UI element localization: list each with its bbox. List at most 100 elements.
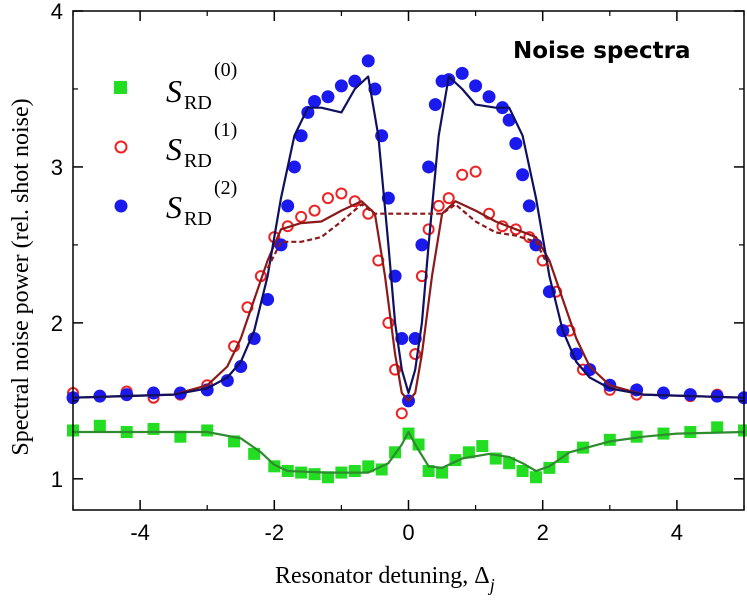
x-axis-title-sub: j: [488, 575, 495, 595]
data-point: [476, 440, 489, 453]
legend-entry-s2: S RD (2): [114, 177, 237, 230]
legend-s1-sup: (1): [214, 119, 237, 141]
data-point: [234, 360, 248, 374]
legend-marker-square: [114, 81, 127, 94]
y-axis-title: Spectral noise power (rel. shot noise): [8, 98, 34, 455]
y-tick-label: 4: [51, 0, 63, 24]
data-point: [509, 137, 523, 151]
data-point: [656, 386, 670, 400]
data-point: [529, 471, 542, 484]
data-point: [738, 424, 747, 437]
x-axis-label: Resonator detuning, Δj: [275, 563, 495, 595]
data-point: [147, 386, 161, 400]
data-point: [509, 223, 522, 236]
data-point: [389, 363, 402, 376]
data-point: [469, 165, 482, 178]
series-0-points: [67, 419, 747, 484]
data-point: [375, 463, 388, 476]
legend-s1-main: S: [166, 131, 182, 167]
data-point: [174, 430, 187, 443]
data-point: [683, 388, 697, 402]
data-point: [321, 90, 335, 104]
data-point: [516, 465, 529, 478]
data-point: [308, 204, 321, 217]
data-point: [362, 460, 375, 473]
fit-curve-0: [73, 430, 745, 474]
data-point: [321, 471, 334, 484]
data-point: [308, 94, 322, 108]
data-point: [409, 348, 422, 361]
legend-s2-sup: (2): [214, 177, 237, 199]
data-point: [348, 465, 361, 478]
chart-title: Noise spectra: [513, 38, 690, 64]
fit-curves: [72, 75, 745, 474]
data-point: [220, 374, 234, 388]
data-point: [456, 168, 469, 181]
data-point: [247, 331, 261, 345]
legend-marker-filled-circle: [114, 199, 128, 213]
data-point: [428, 98, 442, 112]
data-point: [684, 426, 697, 439]
data-point: [522, 199, 536, 213]
data-point: [469, 79, 483, 93]
x-tick-label: -2: [265, 520, 285, 545]
data-point: [395, 407, 408, 420]
data-point: [657, 427, 670, 440]
x-tick-label: 2: [537, 520, 549, 545]
legend-s2-sub: RD: [184, 208, 212, 230]
data-point: [422, 465, 435, 478]
data-point: [436, 466, 449, 479]
data-point: [432, 199, 445, 212]
data-point: [503, 457, 516, 470]
y-tick-label: 3: [51, 155, 63, 180]
axis-ticks: -4 -2 0 2 4 1 2 3 4: [51, 0, 745, 545]
data-point: [412, 438, 425, 451]
data-point: [294, 129, 308, 143]
data-point: [248, 447, 261, 460]
legend-s1-sub: RD: [184, 150, 212, 172]
svg-text:Resonator detuning, Δj: Resonator detuning, Δj: [275, 563, 495, 595]
legend-entry-s1: S RD (1): [114, 119, 237, 172]
y-tick-label: 2: [51, 311, 63, 336]
chart-marks: [66, 54, 747, 484]
fit-curve-1: [72, 200, 745, 402]
data-point: [93, 419, 106, 432]
data-point: [201, 424, 214, 437]
data-point: [442, 192, 455, 205]
data-point: [422, 160, 436, 174]
data-point: [482, 90, 496, 104]
legend-s0-sub: RD: [184, 92, 212, 114]
data-point: [415, 238, 429, 252]
x-tick-label: 0: [402, 520, 414, 545]
data-point: [321, 192, 334, 205]
x-tick-label: 4: [671, 520, 683, 545]
legend-s0-sup: (0): [214, 59, 237, 81]
data-point: [287, 160, 301, 174]
data-point: [334, 79, 348, 93]
fit-curve-3: [266, 203, 551, 269]
data-point: [382, 316, 395, 329]
data-point: [462, 446, 475, 459]
legend: S RD (0) S RD (1) S RD (2): [114, 59, 237, 230]
legend-s2-main: S: [166, 189, 182, 225]
data-point: [335, 187, 348, 200]
data-point: [147, 422, 160, 435]
data-point: [455, 66, 469, 80]
y-tick-label: 1: [51, 467, 63, 492]
data-point: [281, 199, 295, 213]
data-point: [295, 210, 308, 223]
data-point: [120, 388, 134, 402]
data-point: [308, 468, 321, 481]
fit-curve-2: [72, 75, 745, 399]
data-point: [569, 347, 583, 361]
legend-entry-s0: S RD (0): [114, 59, 237, 114]
data-point: [711, 421, 724, 434]
data-point: [361, 54, 375, 68]
legend-marker-open-circle: [114, 140, 128, 154]
data-point: [261, 292, 275, 306]
x-tick-label: -4: [130, 520, 150, 545]
data-point: [516, 168, 530, 182]
data-point: [348, 74, 362, 88]
x-axis-title: Resonator detuning, Δ: [275, 563, 490, 589]
